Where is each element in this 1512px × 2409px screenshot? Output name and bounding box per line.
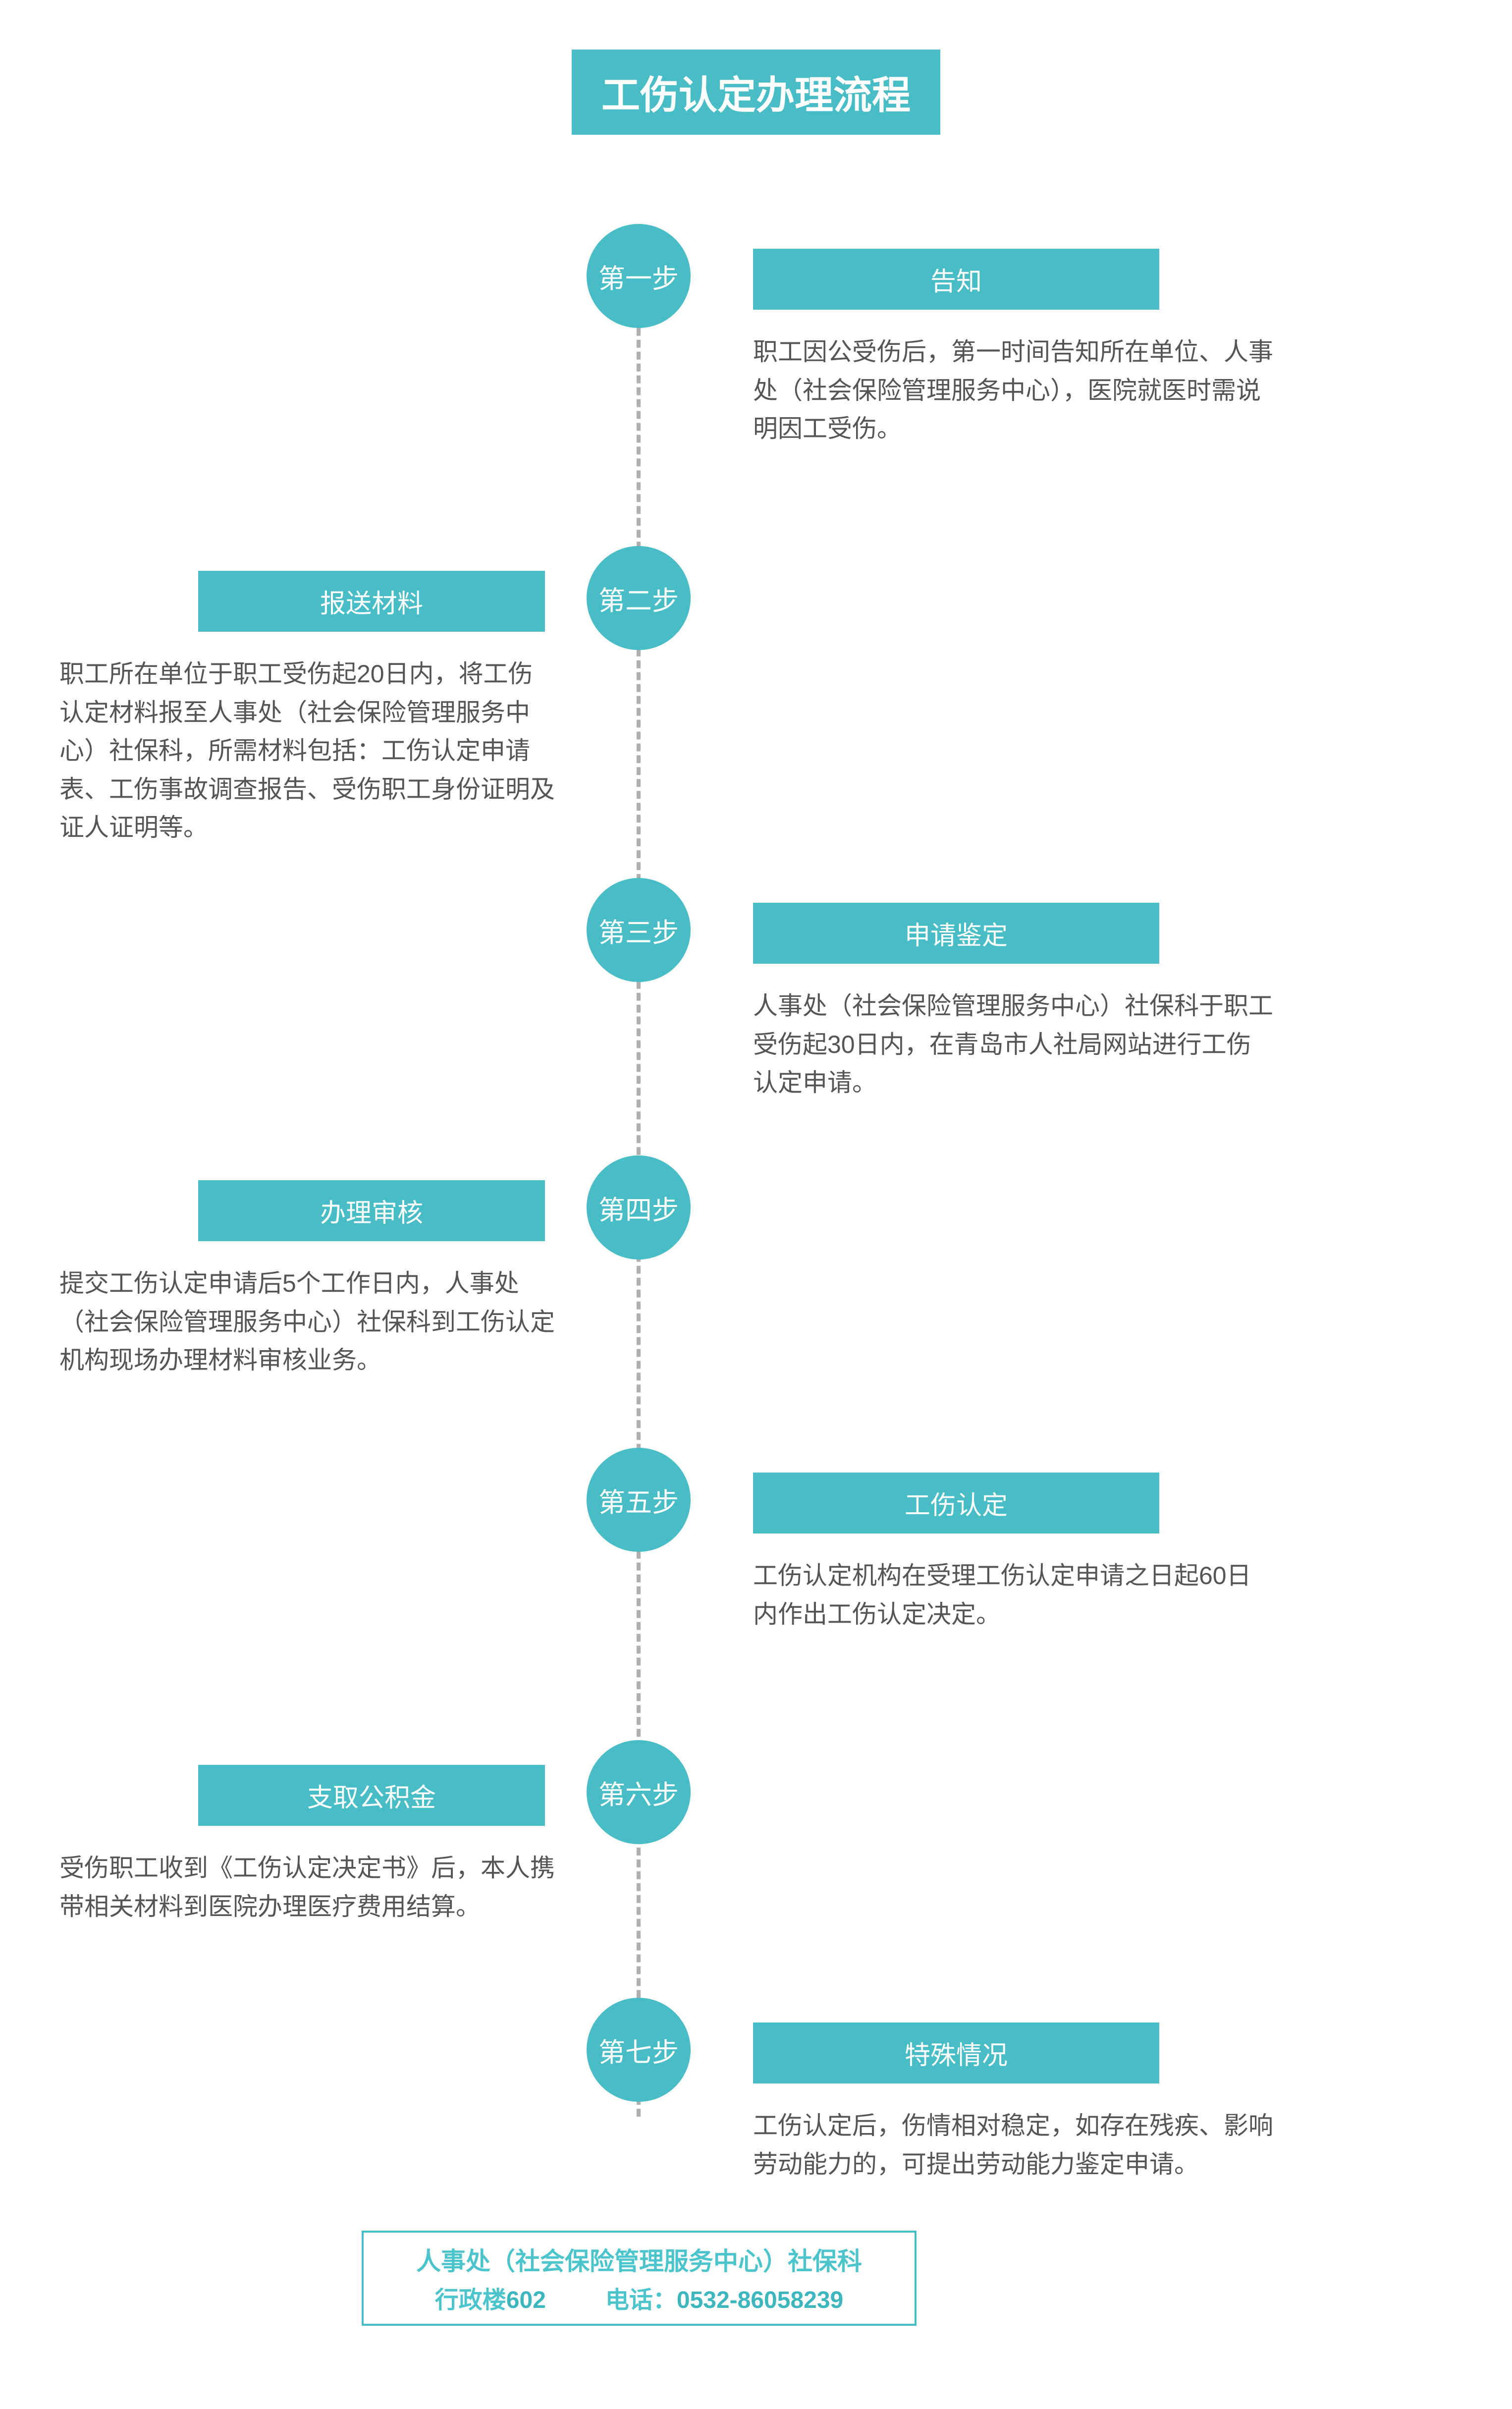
flowchart-container: 第一步 告知职工因公受伤后，第一时间告知所在单位、人事处（社会保险管理服务中心），… <box>0 224 1512 2305</box>
contact-phone-value: 0532-86058239 <box>677 2287 843 2313</box>
step-circle-1: 第一步 <box>587 224 691 328</box>
step-circle-2: 第二步 <box>587 546 691 650</box>
step-desc-7: 工伤认定后，伤情相对稳定，如存在残疾、影响劳动能力的，可提出劳动能力鉴定申请。 <box>753 2107 1273 2184</box>
step-circle-5: 第五步 <box>587 1448 691 1552</box>
step-circle-4: 第四步 <box>587 1155 691 1259</box>
step-label-3: 申请鉴定 <box>753 903 1159 964</box>
step-label-5: 工伤认定 <box>753 1473 1159 1533</box>
step-label-1: 告知 <box>753 249 1159 310</box>
step-label-2: 报送材料 <box>198 571 545 632</box>
contact-phone-label: 电话： <box>605 2287 677 2313</box>
step-desc-1: 职工因公受伤后，第一时间告知所在单位、人事处（社会保险管理服务中心），医院就医时… <box>753 333 1273 448</box>
step-desc-2: 职工所在单位于职工受伤起20日内，将工伤认定材料报至人事处（社会保险管理服务中心… <box>59 655 555 847</box>
page-title: 工伤认定办理流程 <box>572 50 940 135</box>
step-circle-6: 第六步 <box>587 1740 691 1844</box>
step-label-6: 支取公积金 <box>198 1765 545 1826</box>
step-desc-3: 人事处（社会保险管理服务中心）社保科于职工受伤起30日内，在青岛市人社局网站进行… <box>753 987 1273 1102</box>
contact-dept: 人事处（社会保险管理服务中心）社保科 <box>383 2242 895 2277</box>
step-desc-5: 工伤认定机构在受理工伤认定申请之日起60日内作出工伤认定决定。 <box>753 1557 1273 1634</box>
contact-address-label: 行政楼 <box>435 2287 506 2313</box>
step-desc-4: 提交工伤认定申请后5个工作日内，人事处（社会保险管理服务中心）社保科到工伤认定机… <box>59 1264 555 1380</box>
step-label-4: 办理审核 <box>198 1180 545 1241</box>
step-label-7: 特殊情况 <box>753 2023 1159 2083</box>
contact-info-box: 人事处（社会保险管理服务中心）社保科 行政楼602 电话：0532-8605823… <box>362 2231 917 2326</box>
step-circle-7: 第七步 <box>587 1998 691 2102</box>
step-circle-3: 第三步 <box>587 878 691 982</box>
contact-details: 行政楼602 电话：0532-86058239 <box>383 2280 895 2315</box>
step-desc-6: 受伤职工收到《工伤认定决定书》后，本人携带相关材料到医院办理医疗费用结算。 <box>59 1849 555 1926</box>
contact-address-value: 602 <box>506 2287 546 2313</box>
